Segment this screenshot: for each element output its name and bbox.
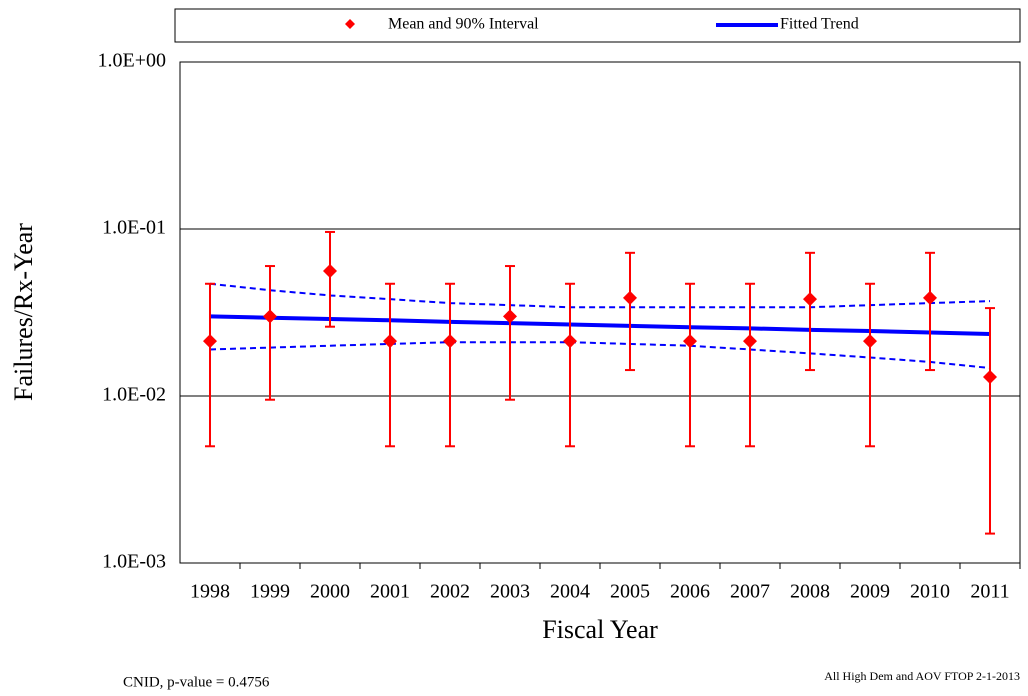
- mean-marker: [923, 290, 937, 305]
- x-tick-label: 1998: [190, 581, 230, 603]
- x-tick-label: 2000: [310, 581, 350, 603]
- y-tick-label: 1.0E-02: [102, 384, 166, 406]
- mean-marker: [203, 334, 217, 349]
- x-tick-label: 2003: [490, 581, 530, 603]
- legend-box: [174, 8, 1021, 43]
- x-tick-label: 2009: [850, 581, 890, 603]
- x-tick-label: 2010: [910, 581, 950, 603]
- trend-band-lower: [209, 341, 991, 370]
- mean-marker: [863, 334, 877, 349]
- x-tick-label: 2008: [790, 581, 830, 603]
- mean-marker: [323, 264, 337, 279]
- y-axis-label: Failures/Rx-Year: [9, 223, 38, 401]
- legend-label: Mean and 90% Interval: [388, 16, 539, 33]
- x-tick-label: 2011: [970, 581, 1009, 603]
- x-tick-label: 2005: [610, 581, 650, 603]
- trend-band-upper: [209, 282, 991, 309]
- mean-marker: [803, 292, 817, 307]
- mean-marker: [443, 334, 457, 349]
- mean-marker: [743, 334, 757, 349]
- x-tick-label: 2004: [550, 581, 590, 603]
- x-tick-label: 1999: [250, 581, 290, 603]
- legend-marker: [345, 19, 355, 29]
- footnote: CNID, p-value = 0.4756: [123, 674, 270, 690]
- y-tick-label: 1.0E-01: [102, 217, 166, 239]
- x-tick-label: 2007: [730, 581, 770, 603]
- mean-marker: [563, 334, 577, 349]
- legend-label: Fitted Trend: [780, 16, 859, 33]
- x-tick-label: 2006: [670, 581, 710, 603]
- mean-marker: [623, 290, 637, 305]
- y-tick-label: 1.0E+00: [98, 50, 167, 72]
- x-tick-label: 2001: [370, 581, 410, 603]
- plot-frame: [179, 61, 1021, 564]
- mean-marker: [263, 309, 277, 324]
- mean-marker: [683, 334, 697, 349]
- mean-marker: [503, 309, 517, 324]
- x-tick-label: 2002: [430, 581, 470, 603]
- mean-marker: [383, 334, 397, 349]
- trend-line: [209, 314, 991, 337]
- footnote: All High Dem and AOV FTOP 2-1-2013: [824, 669, 1020, 683]
- mean-marker: [983, 369, 997, 384]
- x-axis-label: Fiscal Year: [542, 615, 658, 644]
- y-tick-label: 1.0E-03: [102, 551, 166, 573]
